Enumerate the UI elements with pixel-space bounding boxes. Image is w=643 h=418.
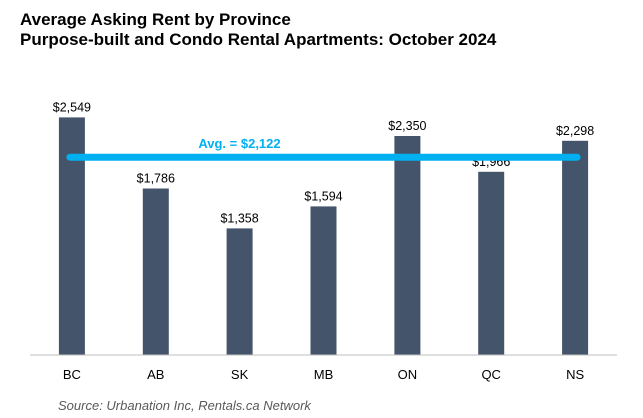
bar-sk (226, 228, 253, 355)
category-label-on: ON (398, 367, 418, 382)
category-label-qc: QC (481, 367, 501, 382)
average-layer: Avg. = $2,122 (66, 136, 581, 161)
average-label: Avg. = $2,122 (198, 136, 280, 151)
category-label-sk: SK (231, 367, 249, 382)
category-label-bc: BC (63, 367, 81, 382)
bar-ab (142, 188, 169, 355)
value-label-sk: $1,358 (220, 211, 258, 225)
category-label-ab: AB (147, 367, 164, 382)
value-label-ab: $1,786 (137, 172, 175, 186)
bar-qc (478, 171, 505, 355)
value-label-on: $2,350 (388, 119, 426, 133)
chart-title: Average Asking Rent by Province (20, 10, 291, 29)
value-label-ns: $2,298 (556, 124, 594, 138)
bar-mb (310, 206, 337, 355)
value-label-bc: $2,549 (53, 100, 91, 114)
chart-title-block: Average Asking Rent by Province Purpose-… (20, 10, 630, 50)
chart-subtitle: Purpose-built and Condo Rental Apartment… (20, 30, 497, 49)
bar-chart: $2,549$1,786$1,358$1,594$2,350$1,966$2,2… (30, 100, 617, 382)
bar-ns (562, 140, 589, 355)
bar-bc (58, 117, 85, 356)
category-labels: BC AB SK MB ON QC NS (63, 367, 585, 382)
source-note: Source: Urbanation Inc, Rentals.ca Netwo… (58, 398, 311, 413)
bars-layer: $2,549$1,786$1,358$1,594$2,350$1,966$2,2… (53, 100, 594, 356)
value-label-mb: $1,594 (304, 189, 342, 203)
bar-on (394, 136, 421, 355)
category-label-ns: NS (566, 367, 584, 382)
category-label-mb: MB (314, 367, 334, 382)
